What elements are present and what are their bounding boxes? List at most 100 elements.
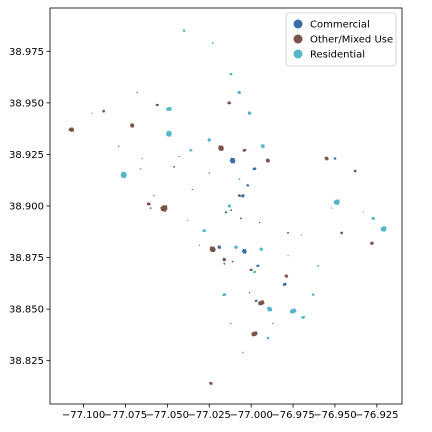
parcel-other-mixed-use — [251, 331, 258, 337]
parcel-other-mixed-use — [218, 145, 224, 151]
parcel-commercial — [191, 188, 194, 191]
parcel-residential — [202, 229, 207, 233]
parcel-residential — [266, 336, 270, 340]
legend-marker — [293, 34, 303, 44]
parcel-commercial — [242, 249, 247, 254]
series-residential — [91, 29, 387, 354]
parcel-other-mixed-use — [209, 246, 216, 253]
parcel-other-mixed-use — [231, 260, 234, 263]
parcel-other-mixed-use — [118, 145, 120, 147]
parcel-residential — [300, 234, 303, 236]
parcel-residential — [259, 247, 263, 251]
parcel-residential — [252, 270, 257, 274]
parcel-commercial — [252, 167, 257, 171]
y-tick-label: 38.850 — [9, 305, 44, 316]
parcel-commercial — [256, 264, 260, 267]
parcel-other-mixed-use — [242, 148, 247, 152]
parcel-residential — [182, 29, 186, 32]
parcel-commercial — [282, 282, 287, 286]
legend-label: Other/Mixed Use — [310, 35, 393, 46]
parcel-residential — [267, 306, 273, 312]
y-tick-label: 38.975 — [9, 47, 44, 58]
parcel-commercial — [173, 165, 176, 168]
parcel-residential — [301, 315, 305, 319]
parcel-commercial — [254, 299, 258, 302]
parcel-other-mixed-use — [227, 101, 232, 105]
parcel-residential — [247, 111, 252, 115]
parcel-other-mixed-use — [146, 202, 151, 206]
parcel-residential — [186, 219, 189, 222]
parcel-other-mixed-use — [249, 268, 253, 272]
series-other-mixed-use — [68, 101, 374, 385]
parcel-other-mixed-use — [102, 109, 105, 113]
legend-box — [285, 12, 397, 67]
y-tick-label: 38.925 — [9, 150, 44, 161]
parcel-residential — [152, 194, 155, 197]
parcel-commercial — [198, 244, 200, 246]
parcel-residential — [241, 351, 244, 354]
parcel-residential — [317, 264, 320, 267]
parcel-residential — [189, 149, 193, 152]
parcel-residential — [166, 106, 173, 112]
x-tick-label: −77.025 — [188, 410, 231, 421]
parcel-commercial — [248, 291, 251, 294]
parcel-other-mixed-use — [160, 205, 168, 212]
legend: Commercial Other/Mixed Use Residential — [285, 12, 397, 67]
parcel-residential — [311, 293, 315, 296]
parcel-commercial — [240, 194, 245, 198]
parcel-commercial — [229, 157, 236, 164]
parcel-other-mixed-use — [257, 300, 265, 306]
parcel-commercial — [223, 262, 226, 265]
parcel-residential — [371, 216, 376, 220]
parcel-commercial — [208, 172, 210, 174]
parcel-residential — [234, 245, 238, 249]
parcel-other-mixed-use — [155, 103, 159, 107]
parcel-residential — [289, 308, 297, 314]
parcel-other-mixed-use — [130, 123, 135, 128]
parcel-residential — [287, 254, 289, 257]
parcel-commercial — [136, 91, 138, 94]
parcel-residential — [207, 138, 211, 142]
parcel-commercial — [246, 184, 250, 187]
x-tick-label: −76.925 — [355, 410, 398, 421]
parcel-commercial — [230, 209, 233, 212]
parcel-commercial — [272, 322, 274, 325]
parcel-other-mixed-use — [238, 194, 241, 197]
parcel-residential — [227, 204, 231, 208]
x-tick-label: −77.075 — [104, 410, 147, 421]
parcel-residential — [238, 178, 241, 181]
parcel-other-mixed-use — [209, 381, 213, 385]
legend-label: Residential — [310, 50, 365, 61]
parcel-commercial — [239, 217, 242, 220]
parcel-residential — [222, 293, 227, 297]
legend-label: Commercial — [310, 20, 370, 31]
parcel-residential — [211, 42, 214, 44]
y-tick-label: 38.950 — [9, 98, 44, 109]
legend-marker — [293, 19, 303, 29]
parcel-other-mixed-use — [284, 274, 289, 278]
parcel-other-mixed-use — [324, 156, 329, 161]
parcel-residential — [166, 130, 172, 137]
parcel-residential — [333, 199, 340, 206]
map-marks — [68, 29, 387, 385]
parcel-residential — [380, 226, 387, 232]
parcel-residential — [229, 72, 233, 76]
parcel-commercial — [178, 155, 180, 158]
parcel-commercial — [333, 157, 337, 160]
parcel-other-mixed-use — [340, 231, 344, 235]
parcel-residential — [237, 91, 241, 94]
y-tick-label: 38.900 — [9, 202, 44, 213]
parcel-residential — [91, 112, 93, 114]
parcel-commercial — [224, 211, 228, 214]
y-tick-label: 38.825 — [9, 356, 44, 367]
y-tick-label: 38.875 — [9, 253, 44, 264]
parcel-commercial — [149, 207, 152, 209]
x-tick-label: −77.100 — [62, 410, 105, 421]
parcel-residential — [230, 322, 232, 325]
x-tick-label: −77.050 — [146, 410, 189, 421]
parcel-commercial — [258, 221, 261, 224]
parcel-residential — [330, 207, 333, 209]
parcel-residential — [120, 171, 127, 179]
